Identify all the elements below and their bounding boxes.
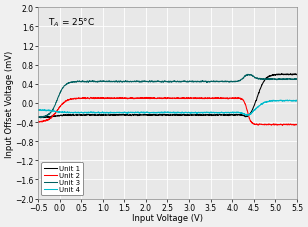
Unit 4	[246, 114, 250, 117]
Unit 2	[272, 124, 276, 127]
Unit 3	[41, 117, 44, 119]
Unit 1	[295, 74, 299, 76]
Unit 4	[286, 99, 289, 102]
Unit 3	[66, 83, 69, 86]
Line: Unit 3: Unit 3	[38, 75, 297, 118]
Unit 2	[66, 99, 69, 102]
X-axis label: Input Voltage (V): Input Voltage (V)	[132, 213, 203, 222]
Y-axis label: Input Offset Voltage (mV): Input Offset Voltage (mV)	[5, 50, 14, 157]
Line: Unit 2: Unit 2	[38, 98, 297, 126]
Unit 4	[36, 109, 40, 112]
Unit 3	[262, 78, 266, 81]
Unit 2	[290, 124, 294, 127]
Unit 3	[246, 74, 250, 76]
Unit 4	[147, 112, 150, 115]
Unit 2	[81, 97, 85, 100]
Unit 3	[290, 78, 294, 81]
Unit 1	[294, 73, 298, 76]
Unit 1	[81, 114, 85, 117]
Unit 4	[290, 100, 294, 102]
Line: Unit 1: Unit 1	[38, 74, 297, 118]
Unit 2	[262, 124, 266, 127]
Legend: Unit 1, Unit 2, Unit 3, Unit 4: Unit 1, Unit 2, Unit 3, Unit 4	[41, 163, 83, 195]
Unit 2	[136, 97, 139, 100]
Unit 1	[39, 117, 43, 120]
Unit 3	[36, 116, 40, 119]
Unit 1	[147, 114, 151, 116]
Unit 1	[262, 80, 266, 83]
Unit 4	[262, 102, 266, 105]
Text: T$_A$ = 25°C: T$_A$ = 25°C	[48, 16, 95, 28]
Unit 1	[136, 114, 139, 117]
Unit 2	[295, 123, 299, 126]
Unit 2	[147, 97, 151, 100]
Unit 4	[81, 112, 85, 114]
Unit 1	[66, 115, 69, 117]
Unit 4	[66, 111, 69, 114]
Unit 3	[81, 81, 85, 83]
Unit 4	[136, 111, 139, 114]
Unit 4	[295, 99, 299, 102]
Unit 2	[144, 96, 148, 99]
Unit 1	[290, 73, 294, 76]
Unit 3	[147, 81, 151, 84]
Unit 3	[295, 78, 299, 81]
Line: Unit 4: Unit 4	[38, 101, 297, 116]
Unit 1	[36, 116, 40, 119]
Unit 2	[36, 121, 40, 124]
Unit 3	[136, 81, 139, 83]
